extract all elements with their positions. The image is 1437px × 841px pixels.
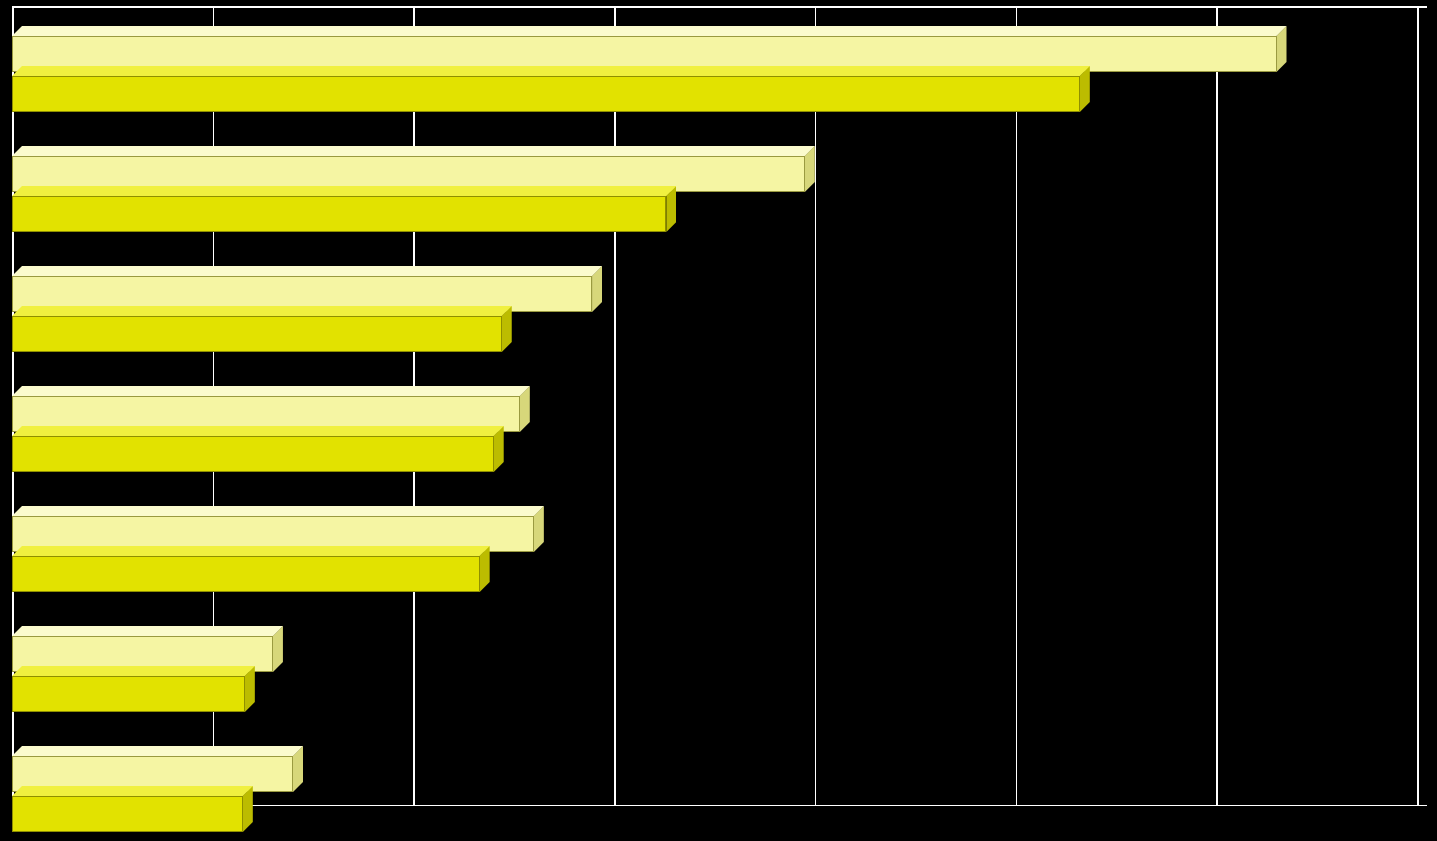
bar-top-face <box>12 666 255 676</box>
bar-series-b <box>12 666 255 712</box>
gridline <box>1216 6 1218 806</box>
bar-series-b <box>12 186 676 232</box>
bar-front-face <box>12 316 502 352</box>
bar-top-face <box>12 786 253 796</box>
gridline <box>815 6 817 806</box>
bar-series-b <box>12 66 1090 112</box>
bar-front-face <box>12 556 480 592</box>
gridline <box>614 6 616 806</box>
bar-series-b <box>12 546 490 592</box>
frame-top <box>12 6 1427 8</box>
plot-area <box>12 6 1427 806</box>
bar-chart <box>0 0 1437 841</box>
bar-front-face <box>12 436 494 472</box>
bar-top-face <box>12 146 815 156</box>
bar-top-face <box>12 546 490 556</box>
bar-front-face <box>12 796 243 832</box>
bar-front-face <box>12 196 666 232</box>
bar-top-face <box>12 506 544 516</box>
bar-top-face <box>12 426 504 436</box>
bar-top-face <box>12 26 1287 36</box>
bar-front-face <box>12 76 1080 112</box>
bar-series-b <box>12 426 504 472</box>
bar-top-face <box>12 186 676 196</box>
bar-top-face <box>12 746 303 756</box>
bar-top-face <box>12 66 1090 76</box>
bar-front-face <box>12 676 245 712</box>
gridline <box>1417 6 1419 806</box>
bar-top-face <box>12 266 602 276</box>
bar-top-face <box>12 386 530 396</box>
bar-top-face <box>12 306 512 316</box>
bar-top-face <box>12 626 283 636</box>
bar-series-b <box>12 306 512 352</box>
gridline <box>1016 6 1018 806</box>
bar-series-b <box>12 786 253 832</box>
